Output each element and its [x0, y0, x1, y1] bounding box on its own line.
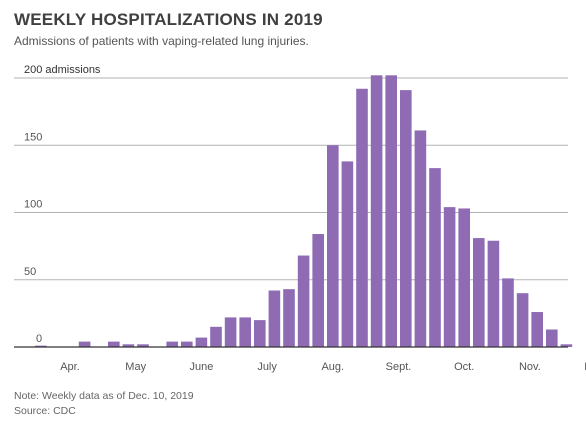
x-tick-label-aug: Aug. — [321, 361, 344, 373]
x-tick-label-may: May — [125, 361, 146, 373]
bar-week-33 — [502, 278, 514, 347]
bar-week-26 — [400, 90, 412, 348]
bar-week-14 — [224, 317, 237, 347]
bar-week-22 — [341, 161, 354, 347]
x-tick-label-june: June — [189, 361, 213, 373]
bar-week-19 — [297, 255, 310, 347]
x-axis-month-labels: Apr. May June July Aug. Sept. Oct. Nov. Dec. — [60, 361, 586, 373]
bar-week-10 — [166, 341, 178, 347]
bar-week-11 — [181, 341, 193, 347]
bar-week-36 — [546, 329, 558, 347]
bar-week-27 — [414, 130, 427, 347]
bar-week-1 — [35, 345, 47, 347]
chart-subtitle: Admissions of patients with vaping-relat… — [14, 34, 309, 48]
bar-week-34 — [516, 293, 529, 347]
x-tick-label-dec: Dec. — [584, 361, 586, 373]
y-axis-tick-labels: 200 admissions 150 100 50 0 — [24, 64, 101, 345]
bar-week-13 — [210, 326, 222, 347]
bar-week-23 — [356, 88, 368, 347]
gridlines — [14, 77, 568, 281]
y-tick-label-50: 50 — [24, 266, 36, 278]
bar-week-37 — [560, 344, 573, 347]
bar-week-25 — [385, 75, 397, 347]
y-tick-label-0: 0 — [36, 333, 42, 345]
bar-week-6 — [108, 341, 120, 347]
bar-week-24 — [370, 75, 383, 347]
bar-week-4 — [78, 341, 91, 347]
chart-source: Source: CDC — [14, 405, 76, 417]
y-tick-label-100: 100 — [24, 199, 42, 211]
bar-week-7 — [122, 344, 135, 347]
bar-week-31 — [473, 238, 485, 347]
bars — [35, 75, 573, 348]
x-tick-label-nov: Nov. — [519, 361, 541, 373]
bar-week-17 — [268, 290, 281, 347]
bar-week-8 — [137, 344, 149, 347]
bar-week-16 — [254, 320, 266, 347]
bar-week-32 — [487, 240, 500, 347]
bar-week-12 — [195, 337, 208, 347]
x-tick-label-sept: Sept. — [386, 361, 412, 373]
y-tick-label-150: 150 — [24, 131, 42, 143]
bar-week-15 — [239, 317, 251, 347]
bar-week-30 — [458, 208, 470, 347]
chart-title: WEEKLY HOSPITALIZATIONS IN 2019 — [14, 10, 323, 29]
bar-week-28 — [429, 168, 441, 347]
bar-week-18 — [283, 289, 295, 347]
y-tick-label-200: 200 admissions — [24, 64, 101, 76]
chart-note: Note: Weekly data as of Dec. 10, 2019 — [14, 390, 194, 402]
bar-week-21 — [327, 145, 339, 347]
bar-week-35 — [531, 312, 543, 347]
x-tick-label-oct: Oct. — [454, 361, 474, 373]
x-tick-label-apr: Apr. — [60, 361, 80, 373]
bar-week-29 — [443, 207, 456, 347]
x-tick-label-july: July — [257, 361, 277, 373]
bar-week-20 — [312, 234, 324, 347]
